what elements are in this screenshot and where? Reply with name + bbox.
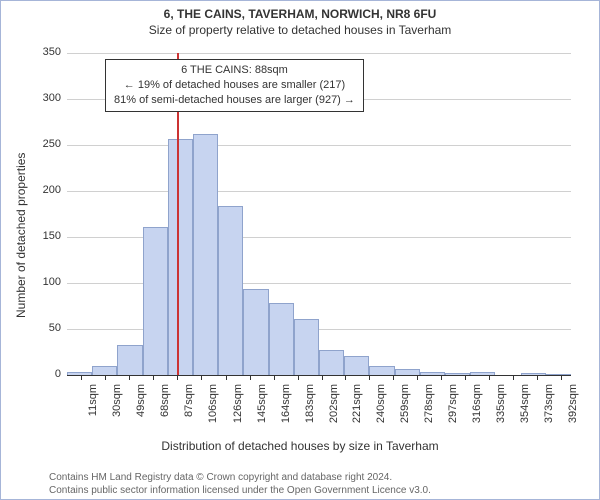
- title-block: 6, THE CAINS, TAVERHAM, NORWICH, NR8 6FU…: [1, 1, 599, 37]
- histogram-bar: [269, 303, 294, 375]
- chart-container: 6, THE CAINS, TAVERHAM, NORWICH, NR8 6FU…: [0, 0, 600, 500]
- xtick: [105, 375, 106, 380]
- ytick-label: 200: [29, 184, 61, 196]
- xtick-label: 87sqm: [183, 384, 195, 432]
- xtick: [153, 375, 154, 380]
- xtick: [345, 375, 346, 380]
- annot-line3: 81% of semi-detached houses are larger (…: [114, 93, 355, 108]
- xtick-label: 373sqm: [543, 384, 555, 432]
- xtick: [537, 375, 538, 380]
- xtick-label: 278sqm: [423, 384, 435, 432]
- xtick-label: 106sqm: [207, 384, 219, 432]
- annot-line2: ← 19% of detached houses are smaller (21…: [114, 78, 355, 93]
- grid-line: [67, 53, 571, 54]
- grid-line: [67, 145, 571, 146]
- xtick: [129, 375, 130, 380]
- x-axis-label: Distribution of detached houses by size …: [1, 439, 599, 453]
- histogram-bar: [344, 356, 369, 375]
- xtick: [274, 375, 275, 380]
- histogram-bar: [218, 206, 243, 375]
- histogram-bar: [92, 366, 117, 375]
- footer-line1: Contains HM Land Registry data © Crown c…: [49, 471, 431, 484]
- xtick-label: 126sqm: [232, 384, 244, 432]
- xtick-label: 297sqm: [447, 384, 459, 432]
- histogram-bar: [294, 319, 319, 375]
- xtick-label: 11sqm: [87, 384, 99, 432]
- xtick-label: 259sqm: [399, 384, 411, 432]
- xtick: [322, 375, 323, 380]
- ytick-label: 150: [29, 230, 61, 242]
- y-axis-label: Number of detached properties: [14, 118, 28, 318]
- xtick-label: 221sqm: [351, 384, 363, 432]
- xtick: [441, 375, 442, 380]
- xtick: [465, 375, 466, 380]
- footer-attribution: Contains HM Land Registry data © Crown c…: [49, 471, 431, 497]
- xtick: [513, 375, 514, 380]
- histogram-bar: [369, 366, 394, 375]
- xtick-label: 145sqm: [256, 384, 268, 432]
- annot-line1: 6 THE CAINS: 88sqm: [114, 63, 355, 78]
- xtick-label: 202sqm: [328, 384, 340, 432]
- annotation-box: 6 THE CAINS: 88sqm ← 19% of detached hou…: [105, 59, 364, 112]
- grid-line: [67, 191, 571, 192]
- xtick: [489, 375, 490, 380]
- ytick-label: 50: [29, 322, 61, 334]
- xtick: [226, 375, 227, 380]
- x-axis-line: [67, 375, 571, 376]
- xtick: [250, 375, 251, 380]
- xtick-label: 240sqm: [375, 384, 387, 432]
- xtick-label: 335sqm: [495, 384, 507, 432]
- ytick-label: 100: [29, 276, 61, 288]
- xtick: [417, 375, 418, 380]
- xtick-label: 316sqm: [471, 384, 483, 432]
- xtick-label: 392sqm: [567, 384, 579, 432]
- ytick-label: 250: [29, 138, 61, 150]
- xtick-label: 68sqm: [159, 384, 171, 432]
- histogram-bar: [193, 134, 218, 375]
- ytick-label: 0: [29, 368, 61, 380]
- xtick: [369, 375, 370, 380]
- histogram-bar: [143, 227, 168, 375]
- xtick-label: 183sqm: [304, 384, 316, 432]
- xtick-label: 164sqm: [280, 384, 292, 432]
- chart-title: Size of property relative to detached ho…: [1, 23, 599, 37]
- histogram-bar: [168, 139, 193, 375]
- histogram-bar: [117, 345, 142, 375]
- histogram-bar: [243, 289, 268, 375]
- xtick-label: 49sqm: [135, 384, 147, 432]
- xtick-label: 30sqm: [111, 384, 123, 432]
- xtick: [393, 375, 394, 380]
- histogram-bar: [319, 350, 344, 375]
- ytick-label: 350: [29, 46, 61, 58]
- xtick: [298, 375, 299, 380]
- xtick: [201, 375, 202, 380]
- footer-line2: Contains public sector information licen…: [49, 484, 431, 497]
- chart-supertitle: 6, THE CAINS, TAVERHAM, NORWICH, NR8 6FU: [1, 7, 599, 21]
- xtick: [177, 375, 178, 380]
- xtick: [561, 375, 562, 380]
- xtick: [81, 375, 82, 380]
- ytick-label: 300: [29, 92, 61, 104]
- xtick-label: 354sqm: [519, 384, 531, 432]
